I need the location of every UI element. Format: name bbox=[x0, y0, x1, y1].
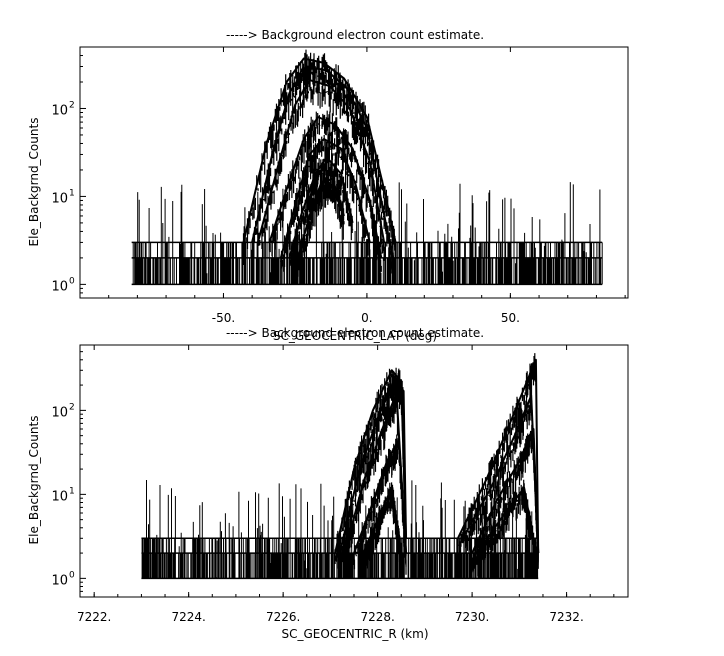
bottom-x-ticks: 7222. 7224. 7226. 7228. 7230. 7232. bbox=[77, 345, 615, 624]
bottom-ytick-label: 10 bbox=[51, 489, 68, 504]
bottom-xtick-label: 7222. bbox=[77, 610, 111, 624]
top-ridge-outline bbox=[288, 156, 354, 259]
bottom-xlabel: SC_GEOCENTRIC_R (km) bbox=[282, 627, 429, 641]
bottom-xtick-label: 7228. bbox=[360, 610, 394, 624]
bottom-ridge-outline bbox=[353, 438, 407, 554]
bottom-xtick-label: 7226. bbox=[266, 610, 300, 624]
top-ridge-track bbox=[251, 56, 394, 277]
bottom-ridge-outline bbox=[475, 486, 537, 554]
bottom-data-marks bbox=[141, 353, 540, 580]
bottom-ridge-outline bbox=[456, 358, 540, 554]
top-ridge-outline bbox=[242, 57, 397, 243]
top-ytick-exponent: 2 bbox=[69, 100, 75, 110]
top-title: -----> Background electron count estimat… bbox=[226, 28, 484, 42]
bottom-title: -----> Background electron count estimat… bbox=[226, 326, 484, 340]
top-ytick-label: 10 bbox=[51, 103, 68, 118]
top-ridge-track bbox=[268, 110, 382, 279]
top-xlabel: SC_GEOCENTRIC_LAT (deg) bbox=[273, 329, 437, 343]
top-x-ticks: -50. 0. 50. bbox=[79, 47, 626, 325]
top-xtick-label: 0. bbox=[361, 311, 372, 325]
bottom-ytick-exponent: 0 bbox=[69, 570, 75, 580]
top-ridge-outline bbox=[279, 138, 371, 259]
top-ytick-label: 10 bbox=[51, 191, 68, 206]
top-ytick-label: 10 bbox=[51, 279, 68, 294]
bottom-ridge-outline bbox=[471, 428, 540, 554]
top-ridge-outline bbox=[268, 116, 383, 259]
top-data-marks bbox=[131, 49, 603, 286]
bottom-ytick-label: 10 bbox=[51, 573, 68, 588]
bottom-ytick-label: 10 bbox=[51, 405, 68, 420]
bottom-xtick-label: 7230. bbox=[455, 610, 489, 624]
top-ylabel: Ele_Backgrnd_Counts bbox=[27, 118, 41, 247]
top-ridge-outline bbox=[251, 65, 394, 259]
bottom-ridge-outline bbox=[362, 486, 403, 554]
bottom-ylabel: Ele_Backgrnd_Counts bbox=[27, 416, 41, 545]
top-ridge-outline bbox=[297, 177, 345, 259]
top-ridge-track bbox=[288, 148, 354, 266]
top-ridge-outline bbox=[256, 79, 386, 243]
top-ytick-exponent: 1 bbox=[69, 188, 75, 198]
bottom-ytick-exponent: 2 bbox=[69, 402, 75, 412]
bottom-xtick-label: 7224. bbox=[171, 610, 205, 624]
top-ytick-exponent: 0 bbox=[69, 276, 75, 286]
bottom-xtick-label: 7232. bbox=[549, 610, 583, 624]
top-xtick-label: 50. bbox=[501, 311, 520, 325]
top-axes-frame bbox=[79, 46, 629, 299]
top-panel: -----> Background electron count estimat… bbox=[27, 28, 629, 325]
bottom-ridge-outline bbox=[338, 379, 407, 554]
top-xtick-label: -50. bbox=[212, 311, 235, 325]
bottom-ytick-exponent: 1 bbox=[69, 486, 75, 496]
